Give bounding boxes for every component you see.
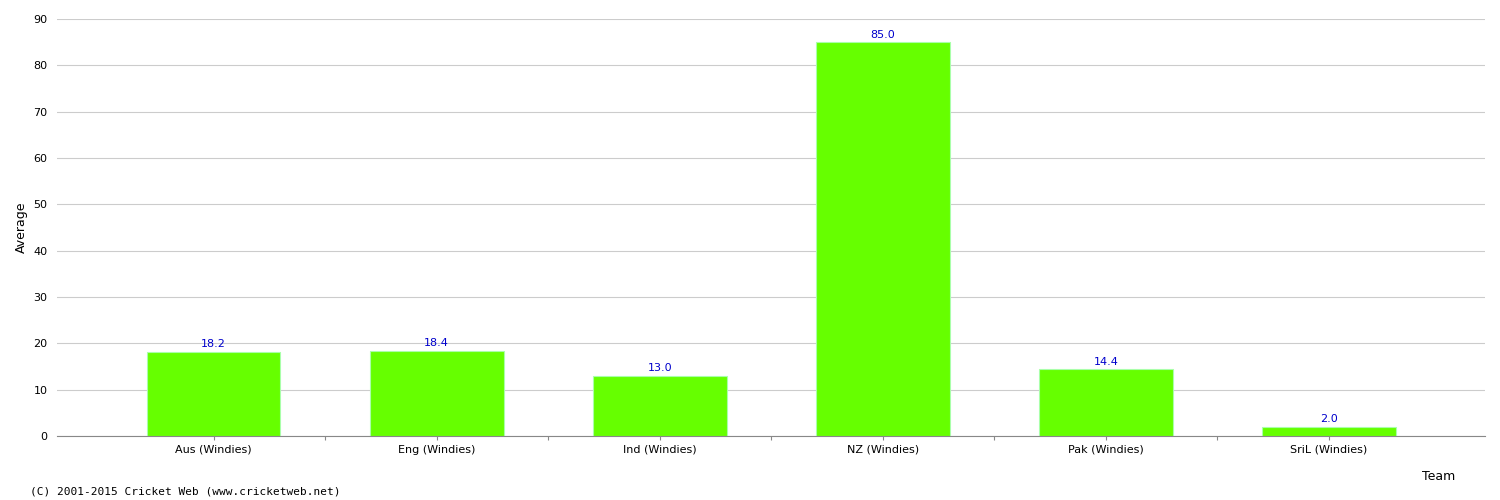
- Bar: [1040, 370, 1173, 436]
- Y-axis label: Average: Average: [15, 202, 28, 253]
- Bar: [147, 352, 280, 436]
- Text: Team: Team: [1422, 470, 1455, 483]
- Text: 13.0: 13.0: [648, 364, 672, 374]
- Bar: [592, 376, 726, 436]
- Text: 85.0: 85.0: [870, 30, 895, 40]
- Bar: [816, 42, 950, 436]
- Bar: [1262, 426, 1396, 436]
- Text: 18.4: 18.4: [424, 338, 448, 348]
- Text: 14.4: 14.4: [1094, 357, 1118, 367]
- Text: 18.2: 18.2: [201, 340, 226, 349]
- Text: (C) 2001-2015 Cricket Web (www.cricketweb.net): (C) 2001-2015 Cricket Web (www.cricketwe…: [30, 487, 340, 497]
- Text: 2.0: 2.0: [1320, 414, 1338, 424]
- Bar: [369, 350, 504, 436]
